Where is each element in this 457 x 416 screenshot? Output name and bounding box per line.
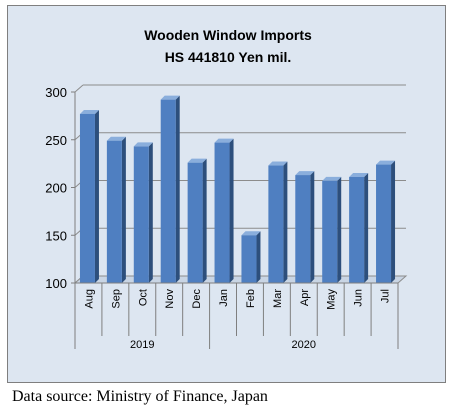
bar-side bbox=[364, 172, 369, 283]
bar-top bbox=[376, 160, 396, 165]
bar bbox=[160, 99, 176, 283]
bar-side bbox=[310, 171, 315, 283]
data-source-note: Data source: Ministry of Finance, Japan bbox=[12, 388, 268, 405]
bar bbox=[322, 180, 338, 283]
x-tick-label: May bbox=[326, 289, 338, 310]
bar-top bbox=[79, 109, 99, 114]
bar-top bbox=[106, 136, 126, 141]
bar-top bbox=[322, 176, 342, 181]
x-tick-label: Apr bbox=[299, 289, 311, 306]
bar-top bbox=[349, 172, 369, 177]
bar bbox=[79, 113, 95, 283]
x-tick-label: Jul bbox=[380, 289, 392, 303]
gridline-depth bbox=[74, 84, 84, 93]
bar-top bbox=[241, 231, 261, 236]
x-tick-label: Feb bbox=[245, 289, 257, 308]
bar bbox=[376, 164, 392, 283]
bar bbox=[295, 175, 311, 283]
bar bbox=[241, 235, 257, 283]
bar-side bbox=[202, 158, 207, 283]
y-tick-label: 250 bbox=[45, 133, 67, 148]
bar-top bbox=[160, 95, 180, 100]
bar-top bbox=[268, 161, 288, 166]
bar bbox=[268, 165, 284, 283]
x-tick-label: Oct bbox=[137, 289, 149, 306]
bar-side bbox=[148, 142, 153, 283]
x-tick-label: Dec bbox=[191, 289, 203, 309]
bar-top bbox=[295, 171, 315, 176]
y-tick-label: 100 bbox=[45, 276, 67, 291]
bar-side bbox=[94, 109, 99, 283]
x-tick-label: Nov bbox=[164, 289, 176, 309]
bar-side bbox=[229, 138, 234, 283]
y-tick-label: 200 bbox=[45, 181, 67, 196]
bar bbox=[349, 176, 365, 283]
bar-side bbox=[121, 136, 126, 283]
bar-top bbox=[187, 158, 207, 163]
bar bbox=[133, 146, 149, 283]
bar-chart: Wooden Window Imports HS 441810 Yen mil.… bbox=[45, 27, 408, 351]
bar-side bbox=[337, 176, 342, 283]
x-tick-label: Jan bbox=[218, 289, 230, 307]
group-label: 2020 bbox=[292, 339, 316, 351]
x-tick-label: Aug bbox=[83, 289, 95, 309]
bar-side bbox=[391, 160, 396, 283]
y-tick-label: 300 bbox=[45, 85, 67, 100]
chart-frame: Wooden Window Imports HS 441810 Yen mil.… bbox=[7, 5, 446, 383]
x-tick-label: Jun bbox=[353, 289, 365, 307]
bar-side bbox=[175, 95, 180, 283]
chart-subtitle: HS 441810 Yen mil. bbox=[165, 49, 292, 65]
bar bbox=[214, 142, 230, 283]
bar-top bbox=[214, 138, 234, 143]
y-tick-label: 150 bbox=[45, 228, 67, 243]
group-label: 2019 bbox=[130, 339, 154, 351]
bar-top bbox=[133, 142, 153, 147]
bar-side bbox=[256, 231, 261, 283]
bar bbox=[187, 162, 203, 283]
plot-area: 100 150 200 250 300 Aug Sep Oct Nov Dec Jan Feb Mar A… bbox=[45, 84, 408, 351]
bar bbox=[106, 140, 122, 283]
chart-title: Wooden Window Imports bbox=[144, 27, 312, 43]
x-tick-label: Sep bbox=[110, 289, 122, 309]
x-tick-label: Mar bbox=[272, 289, 284, 308]
bar-side bbox=[283, 161, 288, 283]
